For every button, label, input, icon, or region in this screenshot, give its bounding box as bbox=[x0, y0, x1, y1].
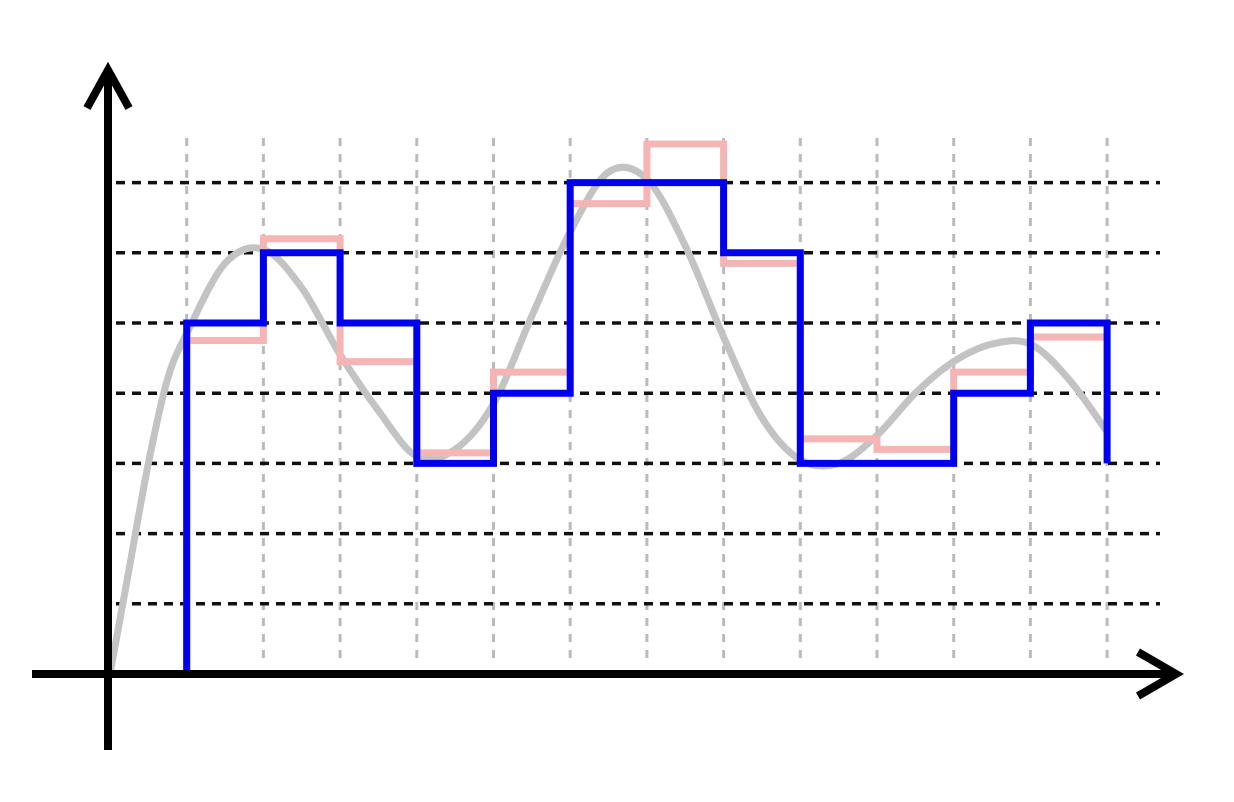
series-layer bbox=[106, 140, 1111, 678]
sample-hold-step-line bbox=[110, 140, 1108, 678]
vertical-grid bbox=[185, 138, 1109, 666]
axes bbox=[32, 61, 1184, 750]
analog-signal-curve bbox=[106, 163, 1111, 678]
x-axis-arrowhead bbox=[1135, 648, 1184, 700]
quantized-step-line bbox=[110, 179, 1111, 678]
y-axis-arrowhead bbox=[83, 61, 133, 110]
